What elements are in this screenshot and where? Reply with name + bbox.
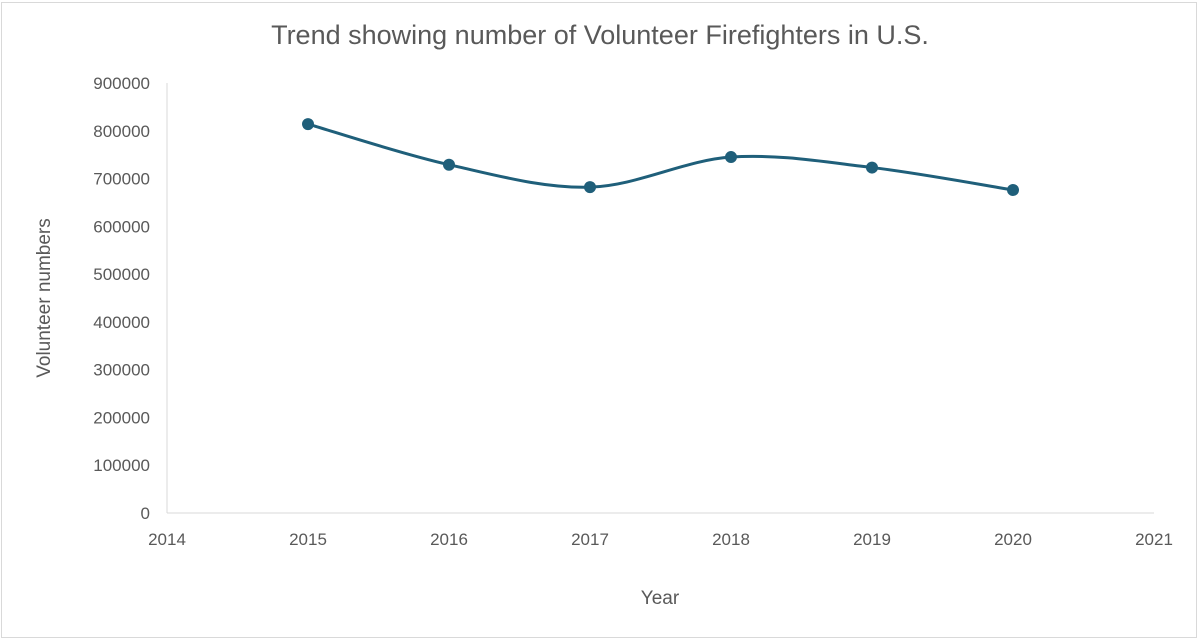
x-tick-label: 2017 <box>571 530 609 549</box>
x-tick-label: 2014 <box>148 530 186 549</box>
data-point <box>1007 184 1019 197</box>
y-tick-label: 800000 <box>93 122 150 141</box>
y-tick-label: 600000 <box>93 217 150 236</box>
axes <box>166 83 1154 514</box>
x-tick-label: 2020 <box>994 530 1032 549</box>
y-tick-label: 400000 <box>93 313 150 332</box>
x-tick-labels: 2014 2015 2016 2017 2018 2019 2020 2021 <box>148 530 1173 549</box>
data-point <box>584 181 596 194</box>
y-tick-label: 500000 <box>93 265 150 284</box>
series-line <box>306 122 1015 192</box>
data-point <box>866 161 878 174</box>
x-axis-label: Year <box>640 588 680 609</box>
data-point <box>725 151 737 164</box>
data-point <box>443 158 455 171</box>
y-tick-label: 200000 <box>93 408 150 427</box>
y-tick-label: 0 <box>141 504 150 523</box>
series-group <box>302 118 1019 197</box>
chart-title: Trend showing number of Volunteer Firefi… <box>271 20 929 50</box>
x-tick-label: 2016 <box>430 530 468 549</box>
y-tick-label: 900000 <box>93 74 150 93</box>
y-tick-label: 700000 <box>93 170 150 189</box>
y-tick-label: 100000 <box>93 456 150 475</box>
x-tick-label: 2019 <box>853 530 891 549</box>
x-tick-label: 2021 <box>1135 530 1173 549</box>
y-tick-labels: 0 100000 200000 300000 400000 500000 600000 700… <box>93 74 150 523</box>
x-tick-label: 2018 <box>712 530 750 549</box>
data-point <box>302 118 314 131</box>
x-tick-label: 2015 <box>289 530 327 549</box>
y-tick-label: 300000 <box>93 361 150 380</box>
